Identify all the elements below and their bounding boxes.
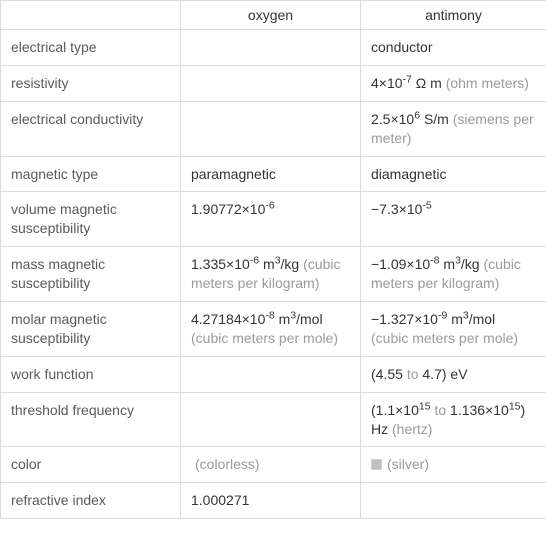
header-antimony: antimony [361, 1, 546, 30]
header-row: oxygen antimony [1, 1, 546, 30]
row-label: mass magnetic susceptibility [1, 247, 181, 302]
silver-label: (silver) [387, 456, 429, 472]
cell-oxygen [181, 65, 361, 101]
cell-antimony: −1.09×10-8 m3/kg (cubic meters per kilog… [361, 247, 546, 302]
table-row: mass magnetic susceptibility1.335×10-6 m… [1, 247, 546, 302]
cell-antimony: (1.1×1015 to 1.136×1015) Hz (hertz) [361, 392, 546, 447]
silver-swatch-icon [371, 459, 382, 470]
cell-antimony: 4×10-7 Ω m (ohm meters) [361, 65, 546, 101]
row-label: resistivity [1, 65, 181, 101]
cell-antimony: (4.55 to 4.7) eV [361, 356, 546, 392]
header-oxygen: oxygen [181, 1, 361, 30]
table-row: electrical conductivity 2.5×106 S/m (siem… [1, 101, 546, 156]
table-row: electrical type conductor [1, 30, 546, 66]
cell-oxygen [181, 101, 361, 156]
cell-antimony: 2.5×106 S/m (siemens per meter) [361, 101, 546, 156]
table-row: resistivity 4×10-7 Ω m (ohm meters) [1, 65, 546, 101]
cell-antimony [361, 483, 546, 519]
properties-table: oxygen antimony electrical type conductor… [0, 0, 546, 519]
header-blank [1, 1, 181, 30]
row-label: work function [1, 356, 181, 392]
table-row: molar magnetic susceptibility4.27184×10-… [1, 302, 546, 357]
cell-oxygen: (colorless) [181, 447, 361, 483]
row-label: molar magnetic susceptibility [1, 302, 181, 357]
table-row: work function (4.55 to 4.7) eV [1, 356, 546, 392]
table-row: magnetic typeparamagneticdiamagnetic [1, 156, 546, 192]
colorless-label: (colorless) [195, 456, 260, 472]
cell-oxygen: paramagnetic [181, 156, 361, 192]
cell-antimony: diamagnetic [361, 156, 546, 192]
table-body: electrical type conductor resistivity 4×10-… [1, 30, 546, 519]
table-row: refractive index1.000271 [1, 483, 546, 519]
table-row: threshold frequency (1.1×1015 to 1.136×10… [1, 392, 546, 447]
cell-oxygen [181, 30, 361, 66]
cell-oxygen: 1.90772×10-6 [181, 192, 361, 247]
row-label: threshold frequency [1, 392, 181, 447]
row-label: volume magnetic susceptibility [1, 192, 181, 247]
table-row: volume magnetic susceptibility1.90772×10… [1, 192, 546, 247]
cell-antimony: conductor [361, 30, 546, 66]
cell-antimony: (silver) [361, 447, 546, 483]
row-label: refractive index [1, 483, 181, 519]
table-row: color (colorless) (silver) [1, 447, 546, 483]
cell-oxygen [181, 392, 361, 447]
cell-oxygen: 1.000271 [181, 483, 361, 519]
cell-antimony: −1.327×10-9 m3/mol (cubic meters per mol… [361, 302, 546, 357]
row-label: electrical conductivity [1, 101, 181, 156]
cell-antimony: −7.3×10-5 [361, 192, 546, 247]
row-label: electrical type [1, 30, 181, 66]
cell-oxygen: 1.335×10-6 m3/kg (cubic meters per kilog… [181, 247, 361, 302]
properties-table-container: oxygen antimony electrical type conductor… [0, 0, 546, 519]
cell-oxygen: 4.27184×10-8 m3/mol (cubic meters per mo… [181, 302, 361, 357]
row-label: magnetic type [1, 156, 181, 192]
cell-oxygen [181, 356, 361, 392]
row-label: color [1, 447, 181, 483]
